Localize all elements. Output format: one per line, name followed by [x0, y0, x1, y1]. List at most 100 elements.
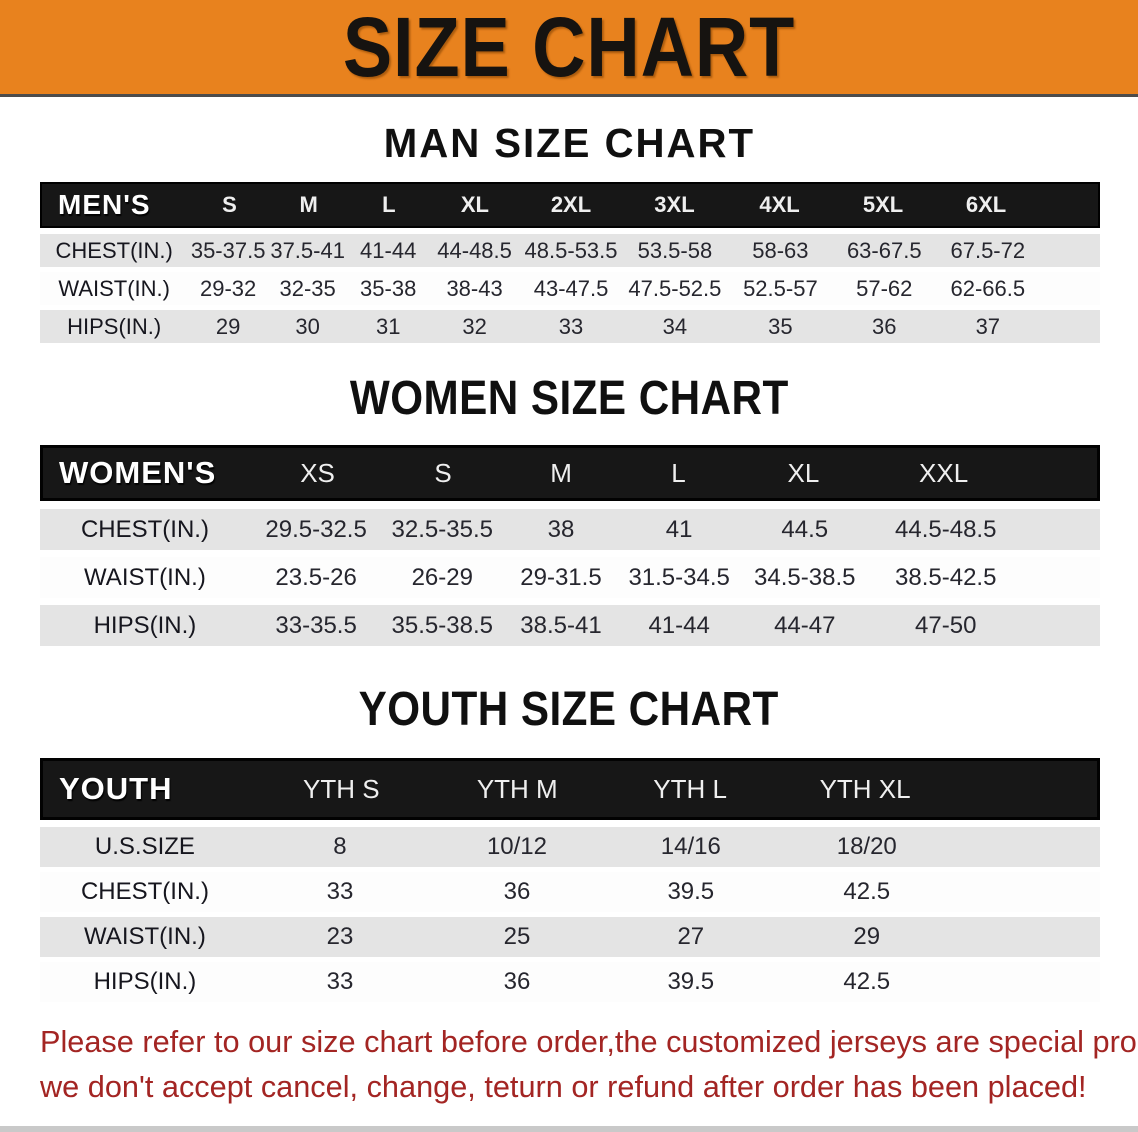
size-value-cell: 39.5: [667, 968, 715, 995]
table-row: U.S.SIZE 8 10/12 14/16 18/20: [40, 827, 1100, 867]
banner-title: SIZE CHART: [342, 0, 796, 94]
table-row: CHEST(IN.) 33 36 39.5 42.5: [40, 872, 1100, 912]
man-section-heading: MAN SIZE CHART: [0, 123, 1138, 164]
size-value-cell: 41: [665, 515, 693, 543]
size-value-cell: 14/16: [660, 833, 721, 860]
youth-table-body: U.S.SIZE 8 10/12 14/16 18/20 CHEST(IN.) 33 36 39…: [40, 827, 1100, 1002]
size-value-cell: 38.5-42.5: [895, 563, 997, 591]
womens-table-header: WOMEN'S XS S M L XL XXL: [40, 445, 1100, 501]
row-label: WAIST(IN.): [84, 563, 206, 591]
size-value-cell: 43-47.5: [533, 275, 609, 301]
table-row: HIPS(IN.) 33-35.5 35.5-38.5 38.5-41 41-44 44-…: [40, 605, 1100, 646]
size-value-cell: 38-43: [446, 275, 503, 301]
size-value-cell: 33: [326, 968, 354, 995]
womens-corner-label: WOMEN'S: [59, 455, 217, 490]
table-row: WAIST(IN.) 23.5-26 26-29 29-31.5 31.5-34.5 34…: [40, 557, 1100, 598]
row-label: CHEST(IN.): [80, 515, 209, 543]
size-value-cell: 41-44: [360, 237, 417, 263]
size-value-cell: 30: [295, 313, 320, 339]
size-value-cell: 26-29: [411, 563, 473, 591]
size-value-cell: 42.5: [843, 968, 891, 995]
womens-table-body: CHEST(IN.) 29.5-32.5 32.5-35.5 38 41 44.5 44.5…: [40, 509, 1100, 646]
size-value-cell: 36: [872, 313, 897, 339]
size-value-cell: 52.5-57: [743, 275, 818, 301]
man-heading-text: MAN SIZE CHART: [383, 120, 755, 166]
size-value-cell: 29: [853, 923, 881, 950]
column-header-6xl: 6XL: [965, 192, 1007, 217]
column-header-yth-l: YTH L: [653, 773, 727, 804]
column-header-5xl: 5XL: [862, 192, 904, 217]
size-value-cell: 29-31.5: [520, 563, 602, 591]
size-value-cell: 35: [768, 313, 793, 339]
size-value-cell: 10/12: [486, 833, 547, 860]
column-header-xl: XL: [460, 192, 489, 217]
size-value-cell: 44.5: [781, 515, 829, 543]
column-header-l: L: [671, 457, 686, 488]
column-header-s: S: [222, 192, 237, 217]
size-value-cell: 63-67.5: [846, 237, 922, 263]
size-value-cell: 62-66.5: [950, 275, 1026, 301]
womens-size-table: WOMEN'S XS S M L XL XXL CHEST(IN.) 29.5-3…: [40, 445, 1100, 646]
size-value-cell: 58-63: [752, 237, 809, 263]
youth-corner-label: YOUTH: [59, 771, 173, 806]
size-value-cell: 44-48.5: [437, 237, 512, 263]
size-value-cell: 47.5-52.5: [628, 275, 722, 301]
table-row: HIPS(IN.) 33 36 39.5 42.5: [40, 962, 1100, 1002]
size-value-cell: 33: [558, 313, 584, 339]
row-label: HIPS(IN.): [67, 313, 162, 339]
size-value-cell: 23: [326, 923, 354, 950]
size-value-cell: 29.5-32.5: [265, 515, 367, 543]
size-value-cell: 41-44: [648, 611, 710, 639]
size-value-cell: 35.5-38.5: [391, 611, 493, 639]
table-row: CHEST(IN.) 29.5-32.5 32.5-35.5 38 41 44.5 44.5…: [40, 509, 1100, 550]
row-label: WAIST(IN.): [84, 923, 206, 950]
size-value-cell: 23.5-26: [275, 563, 357, 591]
size-value-cell: 44.5-48.5: [895, 515, 997, 543]
size-value-cell: 32.5-35.5: [391, 515, 493, 543]
size-value-cell: 27: [677, 923, 705, 950]
size-value-cell: 8: [333, 833, 347, 860]
size-value-cell: 53.5-58: [637, 237, 713, 263]
mens-size-table: MEN'S S M L XL 2XL 3XL 4XL 5XL 6XL CHEST…: [40, 182, 1100, 343]
size-value-cell: 29: [215, 313, 241, 339]
image-bottom-edge: [0, 1126, 1138, 1132]
table-row: WAIST(IN.) 23 25 27 29: [40, 917, 1100, 957]
youth-table-header: YOUTH YTH S YTH M YTH L YTH XL: [40, 758, 1100, 820]
size-value-cell: 31.5-34.5: [628, 563, 730, 591]
size-value-cell: 35-37.5: [190, 237, 266, 263]
size-value-cell: 29-32: [200, 275, 257, 301]
size-value-cell: 38: [547, 515, 575, 543]
women-heading-text: WOMEN SIZE CHART: [349, 372, 789, 425]
table-row: HIPS(IN.) 29 30 31 32 33 34 35 36 37: [40, 310, 1100, 343]
size-value-cell: 47-50: [915, 611, 977, 639]
size-value-cell: 34.5-38.5: [754, 563, 856, 591]
size-value-cell: 36: [503, 878, 531, 905]
column-header-yth-m: YTH M: [476, 773, 558, 804]
youth-section-heading: YOUTH SIZE CHART: [0, 686, 1138, 734]
size-value-cell: 34: [662, 313, 688, 339]
column-header-xxl: XXL: [919, 457, 969, 488]
size-value-cell: 39.5: [667, 878, 715, 905]
column-header-yth-s: YTH S: [302, 773, 380, 804]
size-value-cell: 36: [503, 968, 531, 995]
size-value-cell: 25: [503, 923, 531, 950]
youth-heading-text: YOUTH SIZE CHART: [358, 683, 780, 736]
youth-size-table: YOUTH YTH S YTH M YTH L YTH XL U.S.SIZE 8…: [40, 758, 1100, 1002]
mens-table-body: CHEST(IN.) 35-37.5 37.5-41 41-44 44-48.5 48.5…: [40, 234, 1100, 343]
table-row: WAIST(IN.) 29-32 32-35 35-38 38-43 43-47.5 47.…: [40, 272, 1100, 305]
disclaimer-line-2: we don't accept cancel, change, teturn o…: [40, 1068, 1087, 1104]
column-header-m: M: [550, 457, 572, 488]
size-value-cell: 44-47: [774, 611, 836, 639]
disclaimer: Please refer to our size chart before or…: [40, 1020, 1138, 1110]
size-value-cell: 37.5-41: [270, 237, 345, 263]
column-header-4xl: 4XL: [759, 192, 800, 217]
column-header-xl: XL: [787, 457, 820, 488]
women-section-heading: WOMEN SIZE CHART: [0, 375, 1138, 423]
column-header-2xl: 2XL: [550, 192, 592, 217]
size-value-cell: 31: [375, 313, 401, 339]
column-header-xs: XS: [300, 457, 335, 488]
size-value-cell: 67.5-72: [950, 237, 1026, 263]
row-label: HIPS(IN.): [93, 968, 197, 995]
size-value-cell: 18/20: [836, 833, 897, 860]
column-header-s: S: [434, 457, 452, 488]
